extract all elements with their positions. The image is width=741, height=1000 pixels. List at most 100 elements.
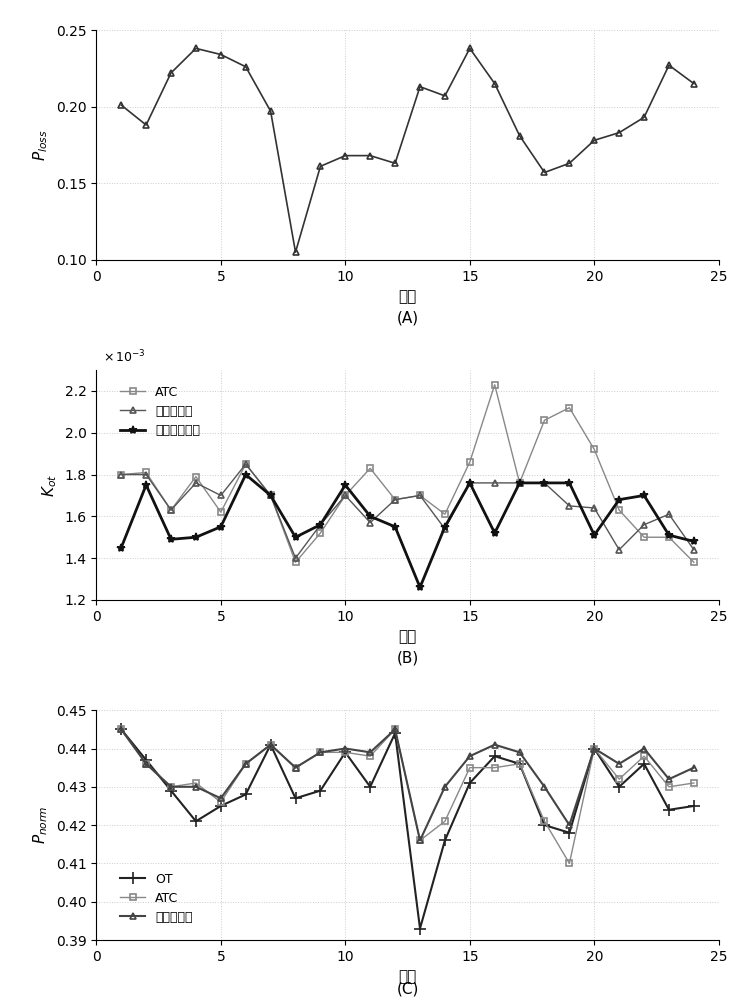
本发明方法 [266, 489, 275, 501]
OT [515, 758, 524, 770]
OT [416, 923, 425, 935]
Y-axis label: $P_{norm}$: $P_{norm}$ [32, 806, 50, 844]
ATC [366, 462, 375, 474]
OT [191, 815, 200, 827]
本发明方法 [440, 781, 449, 793]
Line: OT: OT [116, 724, 700, 934]
本发明方法 [440, 523, 449, 535]
ATC [167, 781, 176, 793]
最优转矩增益 [191, 531, 200, 543]
ATC [242, 458, 250, 470]
最优转矩增益 [266, 489, 275, 501]
ATC [515, 477, 524, 489]
Line: ATC: ATC [118, 726, 697, 867]
ATC [491, 762, 499, 774]
本发明方法 [565, 500, 574, 512]
本发明方法 [117, 469, 126, 481]
本发明方法 [167, 781, 176, 793]
ATC [391, 494, 399, 506]
OT [615, 781, 624, 793]
OT [142, 754, 150, 766]
Text: (B): (B) [396, 650, 419, 665]
本发明方法 [216, 489, 225, 501]
ATC [639, 750, 648, 762]
OT [291, 792, 300, 804]
ATC [316, 746, 325, 758]
ATC [615, 504, 624, 516]
ATC [266, 739, 275, 751]
Y-axis label: $P_{loss}$: $P_{loss}$ [32, 129, 50, 161]
本发明方法 [291, 762, 300, 774]
ATC [341, 489, 350, 501]
OT [491, 750, 499, 762]
ATC [117, 723, 126, 735]
本发明方法 [515, 477, 524, 489]
OT [391, 727, 399, 739]
最优转矩增益 [540, 477, 549, 489]
OT [565, 827, 574, 839]
OT [665, 804, 674, 816]
本发明方法 [117, 723, 126, 735]
ATC [242, 758, 250, 770]
ATC [515, 758, 524, 770]
ATC [440, 815, 449, 827]
本发明方法 [341, 489, 350, 501]
ATC [142, 466, 150, 478]
本发明方法 [316, 746, 325, 758]
本发明方法 [242, 758, 250, 770]
X-axis label: 周期: 周期 [399, 629, 416, 644]
本发明方法 [216, 792, 225, 804]
本发明方法 [316, 519, 325, 531]
ATC [142, 758, 150, 770]
ATC [565, 857, 574, 869]
ATC [341, 746, 350, 758]
本发明方法 [416, 834, 425, 846]
OT [242, 788, 250, 800]
本发明方法 [639, 743, 648, 755]
ATC [167, 504, 176, 516]
本发明方法 [665, 773, 674, 785]
本发明方法 [540, 477, 549, 489]
本发明方法 [366, 746, 375, 758]
最优转矩增益 [391, 521, 399, 533]
最优转矩增益 [665, 529, 674, 541]
本发明方法 [391, 723, 399, 735]
Legend: OT, ATC, 本发明方法: OT, ATC, 本发明方法 [115, 868, 198, 929]
本发明方法 [341, 743, 350, 755]
ATC [639, 531, 648, 543]
ATC [540, 414, 549, 426]
ATC [216, 796, 225, 808]
OT [341, 746, 350, 758]
ATC [366, 750, 375, 762]
最优转矩增益 [341, 479, 350, 491]
最优转矩增益 [416, 581, 425, 593]
ATC [216, 506, 225, 518]
ATC [590, 743, 599, 755]
最优转矩增益 [316, 519, 325, 531]
OT [266, 739, 275, 751]
ATC [316, 527, 325, 539]
本发明方法 [639, 519, 648, 531]
最优转矩增益 [515, 477, 524, 489]
最优转矩增益 [615, 494, 624, 506]
最优转矩增益 [440, 521, 449, 533]
本发明方法 [142, 758, 150, 770]
ATC [291, 762, 300, 774]
本发明方法 [689, 762, 698, 774]
Line: ATC: ATC [118, 381, 697, 566]
ATC [440, 508, 449, 520]
OT [590, 743, 599, 755]
最优转矩增益 [216, 521, 225, 533]
本发明方法 [242, 458, 250, 470]
Y-axis label: $K_{ot}$: $K_{ot}$ [40, 473, 59, 497]
本发明方法 [540, 781, 549, 793]
ATC [665, 781, 674, 793]
本发明方法 [465, 750, 474, 762]
本发明方法 [191, 477, 200, 489]
ATC [465, 762, 474, 774]
本发明方法 [615, 544, 624, 556]
本发明方法 [590, 743, 599, 755]
OT [316, 785, 325, 797]
最优转矩增益 [565, 477, 574, 489]
ATC [565, 402, 574, 414]
